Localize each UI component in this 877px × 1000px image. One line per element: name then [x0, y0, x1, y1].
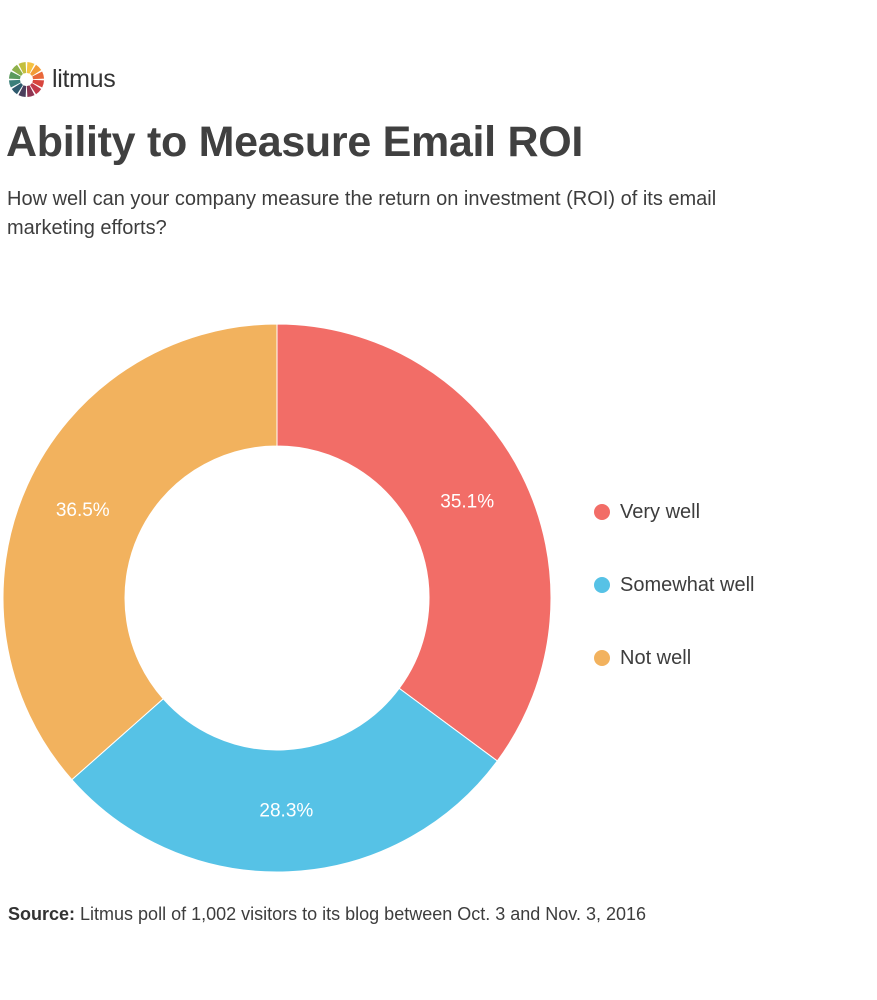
- brand: litmus: [8, 60, 116, 98]
- logo-segment: [8, 70, 21, 79]
- legend-item-not-well: Not well: [594, 644, 755, 672]
- logo-segment: [8, 79, 21, 88]
- slice-label-somewhat-well: 28.3%: [259, 800, 313, 821]
- logo-segment: [32, 79, 45, 88]
- legend-swatch-somewhat-well: [594, 577, 610, 593]
- donut-slice-very-well: [276, 323, 552, 762]
- logo-segment: [11, 82, 23, 94]
- legend-swatch-very-well: [594, 504, 610, 520]
- legend-item-very-well: Very well: [594, 498, 755, 526]
- legend-item-somewhat-well: Somewhat well: [594, 571, 755, 599]
- logo-segment: [30, 64, 42, 76]
- slice-label-not-well: 36.5%: [56, 500, 110, 521]
- page-title: Ability to Measure Email ROI: [6, 118, 584, 166]
- logo-segment: [26, 84, 35, 97]
- slice-label-very-well: 35.1%: [440, 492, 494, 513]
- legend-swatch-not-well: [594, 650, 610, 666]
- legend-label-somewhat-well: Somewhat well: [620, 573, 755, 596]
- brand-name: litmus: [52, 64, 116, 93]
- source-note: Source: Litmus poll of 1,002 visitors to…: [8, 904, 646, 925]
- source-label: Source:: [8, 904, 76, 924]
- donut-slice-somewhat-well: [71, 687, 498, 873]
- logo-segment: [11, 64, 23, 76]
- litmus-logo-icon: [8, 61, 45, 97]
- subtitle: How well can your company measure the re…: [7, 188, 717, 239]
- logo-segment: [18, 61, 27, 74]
- legend-label-not-well: Not well: [620, 646, 692, 669]
- logo-segment: [26, 61, 35, 74]
- logo-segment: [18, 84, 27, 97]
- source-text: Litmus poll of 1,002 visitors to its blo…: [75, 904, 647, 924]
- chart-legend: Very well Somewhat well Not well: [594, 498, 755, 717]
- logo-segment: [30, 82, 42, 94]
- donut-slice-not-well: [2, 323, 278, 781]
- logo-segment: [32, 70, 45, 79]
- legend-label-very-well: Very well: [620, 500, 701, 523]
